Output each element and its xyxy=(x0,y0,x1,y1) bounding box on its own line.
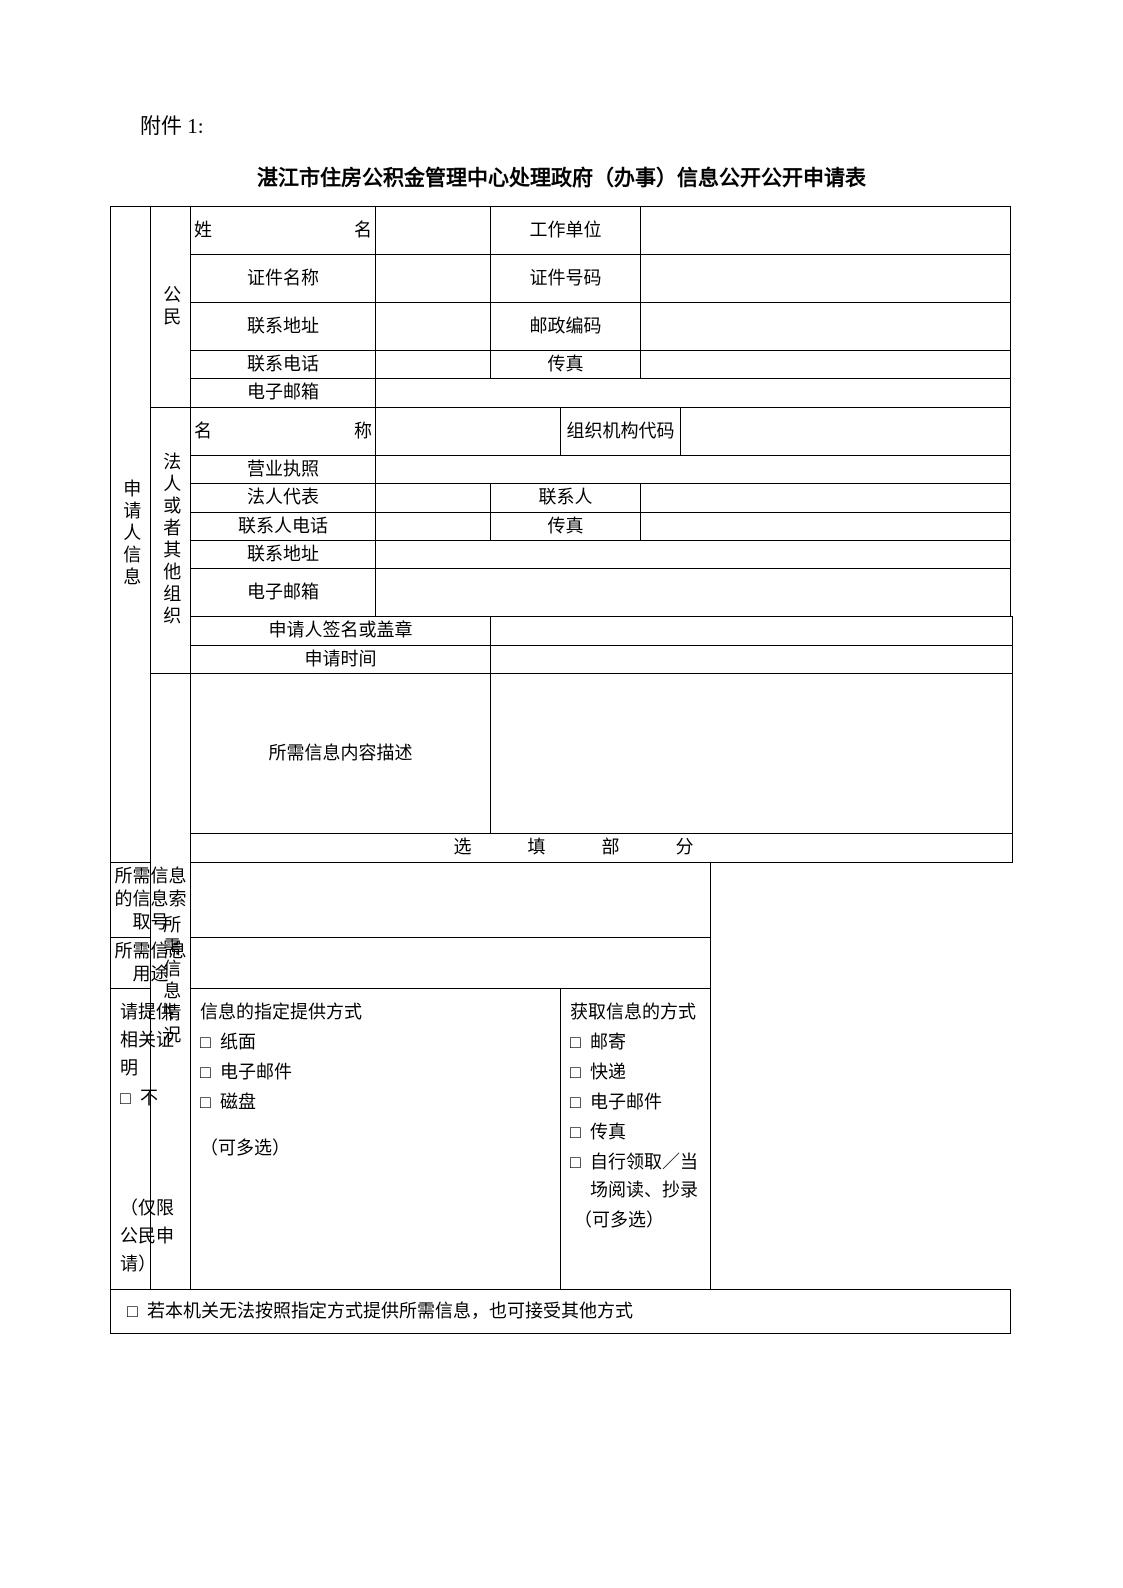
checkbox-obtain-mail[interactable]: □ 邮寄 xyxy=(570,1029,701,1057)
label-legal-addr: 联系地址 xyxy=(191,540,376,568)
page-container: 附件 1: 湛江市住房公积金管理中心处理政府（办事）信息公开公开申请表 申请人信… xyxy=(0,0,1123,1394)
checkbox-obtain-fax[interactable]: □ 传真 xyxy=(570,1119,701,1147)
field-apply-time[interactable] xyxy=(491,645,1013,673)
checkbox-icon: □ xyxy=(200,1059,220,1087)
label-obtain-note: （可多选） xyxy=(570,1207,701,1235)
field-legal-name[interactable] xyxy=(376,407,561,455)
label-contact: 联系人 xyxy=(491,484,641,512)
label-id-no: 证件号码 xyxy=(491,255,641,303)
label-provide-email: 电子邮件 xyxy=(220,1059,292,1087)
section-applicant-info-header: 申请人信息 xyxy=(111,207,151,863)
checkbox-icon: □ xyxy=(570,1029,590,1057)
label-obtain-header: 获取信息的方式 xyxy=(570,999,701,1027)
checkbox-provide-disk[interactable]: □ 磁盘 xyxy=(200,1089,551,1117)
field-citizen-addr[interactable] xyxy=(376,303,491,351)
field-citizen-name[interactable] xyxy=(376,207,491,255)
checkbox-obtain-email[interactable]: □ 电子邮件 xyxy=(570,1089,701,1117)
citizen-header: 公民 xyxy=(151,207,191,408)
label-apply-time: 申请时间 xyxy=(191,645,491,673)
field-work-unit[interactable] xyxy=(641,207,1011,255)
label-work-unit: 工作单位 xyxy=(491,207,641,255)
label-provide-disk: 磁盘 xyxy=(220,1089,256,1117)
field-contact[interactable] xyxy=(641,484,1011,512)
label-provide-paper: 纸面 xyxy=(220,1029,256,1057)
label-legal-name: 名称 xyxy=(191,407,376,455)
label-info-desc: 所需信息内容描述 xyxy=(191,674,491,834)
legal-header: 法人或者其他组织 xyxy=(151,407,191,673)
label-postcode: 邮政编码 xyxy=(491,303,641,351)
optional-section-header-text: 选填部分 xyxy=(454,837,750,857)
label-id-name: 证件名称 xyxy=(191,255,376,303)
field-contact-phone[interactable] xyxy=(376,512,491,540)
checkbox-provide-paper[interactable]: □ 纸面 xyxy=(200,1029,551,1057)
label-proof-line1: 请提供相关证明 xyxy=(120,999,181,1083)
optional-section-header: 选填部分 xyxy=(191,834,1013,862)
label-contact-phone: 联系人电话 xyxy=(191,512,376,540)
label-legal-rep: 法人代表 xyxy=(191,484,376,512)
checkbox-proof-no[interactable]: □ 不 xyxy=(120,1085,181,1113)
field-id-no[interactable] xyxy=(641,255,1011,303)
field-id-name[interactable] xyxy=(376,255,491,303)
checkbox-obtain-express[interactable]: □ 快递 xyxy=(570,1059,701,1087)
label-citizen-name: 姓名 xyxy=(191,207,376,255)
label-citizen-email: 电子邮箱 xyxy=(191,379,376,407)
attachment-label: 附件 1: xyxy=(140,110,1013,140)
label-fallback: 若本机关无法按照指定方式提供所需信息，也可接受其他方式 xyxy=(147,1300,633,1323)
field-index-no[interactable] xyxy=(191,862,711,937)
field-legal-rep[interactable] xyxy=(376,484,491,512)
main-title: 湛江市住房公积金管理中心处理政府（办事）信息公开公开申请表 xyxy=(110,162,1013,192)
label-license: 营业执照 xyxy=(191,455,376,483)
label-citizen-addr: 联系地址 xyxy=(191,303,376,351)
field-license[interactable] xyxy=(376,455,1011,483)
label-obtain-fax: 传真 xyxy=(590,1119,626,1147)
label-citizen-fax: 传真 xyxy=(491,351,641,379)
checkbox-icon: □ xyxy=(127,1300,147,1323)
label-org-code: 组织机构代码 xyxy=(561,407,681,455)
field-citizen-phone[interactable] xyxy=(376,351,491,379)
field-citizen-email[interactable] xyxy=(376,379,1011,407)
field-signature[interactable] xyxy=(491,617,1013,645)
field-postcode[interactable] xyxy=(641,303,1011,351)
label-obtain-email: 电子邮件 xyxy=(590,1089,662,1117)
checkbox-icon: □ xyxy=(570,1089,590,1117)
obtain-method-cell: 获取信息的方式 □ 邮寄 □ 快递 □ 电子邮件 □ xyxy=(561,989,711,1289)
label-obtain-self: 自行领取／当场阅读、抄录 xyxy=(590,1149,701,1205)
field-info-usage[interactable] xyxy=(191,937,711,989)
checkbox-obtain-self[interactable]: □ 自行领取／当场阅读、抄录 xyxy=(570,1149,701,1205)
label-proof-no: 不 xyxy=(140,1085,158,1113)
checkbox-icon: □ xyxy=(570,1119,590,1147)
field-citizen-fax[interactable] xyxy=(641,351,1011,379)
checkbox-icon: □ xyxy=(570,1059,590,1087)
field-legal-addr[interactable] xyxy=(376,540,1011,568)
label-legal-fax: 传真 xyxy=(491,512,641,540)
provide-method-cell: 信息的指定提供方式 □ 纸面 □ 电子邮件 □ 磁盘 （可多选） xyxy=(191,989,561,1289)
label-proof-note: （仅限公民申请） xyxy=(120,1195,181,1279)
field-legal-fax[interactable] xyxy=(641,512,1011,540)
label-obtain-mail: 邮寄 xyxy=(590,1029,626,1057)
checkbox-provide-email[interactable]: □ 电子邮件 xyxy=(200,1059,551,1087)
fallback-cell: □ 若本机关无法按照指定方式提供所需信息，也可接受其他方式 xyxy=(111,1289,1011,1333)
field-org-code[interactable] xyxy=(681,407,1011,455)
label-obtain-express: 快递 xyxy=(590,1059,626,1087)
checkbox-icon: □ xyxy=(200,1089,220,1117)
label-legal-email: 电子邮箱 xyxy=(191,569,376,617)
field-legal-email[interactable] xyxy=(376,569,1011,617)
checkbox-icon: □ xyxy=(120,1085,140,1113)
label-provide-note: （可多选） xyxy=(200,1135,551,1163)
application-form-table: 申请人信息 公民 姓名 工作单位 证件名称 证件号码 联系地址 邮政编码 联系电… xyxy=(110,206,1013,1334)
field-info-desc[interactable] xyxy=(491,674,1013,834)
label-provide-header: 信息的指定提供方式 xyxy=(200,999,551,1027)
label-signature: 申请人签名或盖章 xyxy=(191,617,491,645)
checkbox-fallback[interactable]: □ 若本机关无法按照指定方式提供所需信息，也可接受其他方式 xyxy=(127,1300,633,1323)
label-citizen-phone: 联系电话 xyxy=(191,351,376,379)
checkbox-icon: □ xyxy=(200,1029,220,1057)
checkbox-icon: □ xyxy=(570,1149,590,1177)
